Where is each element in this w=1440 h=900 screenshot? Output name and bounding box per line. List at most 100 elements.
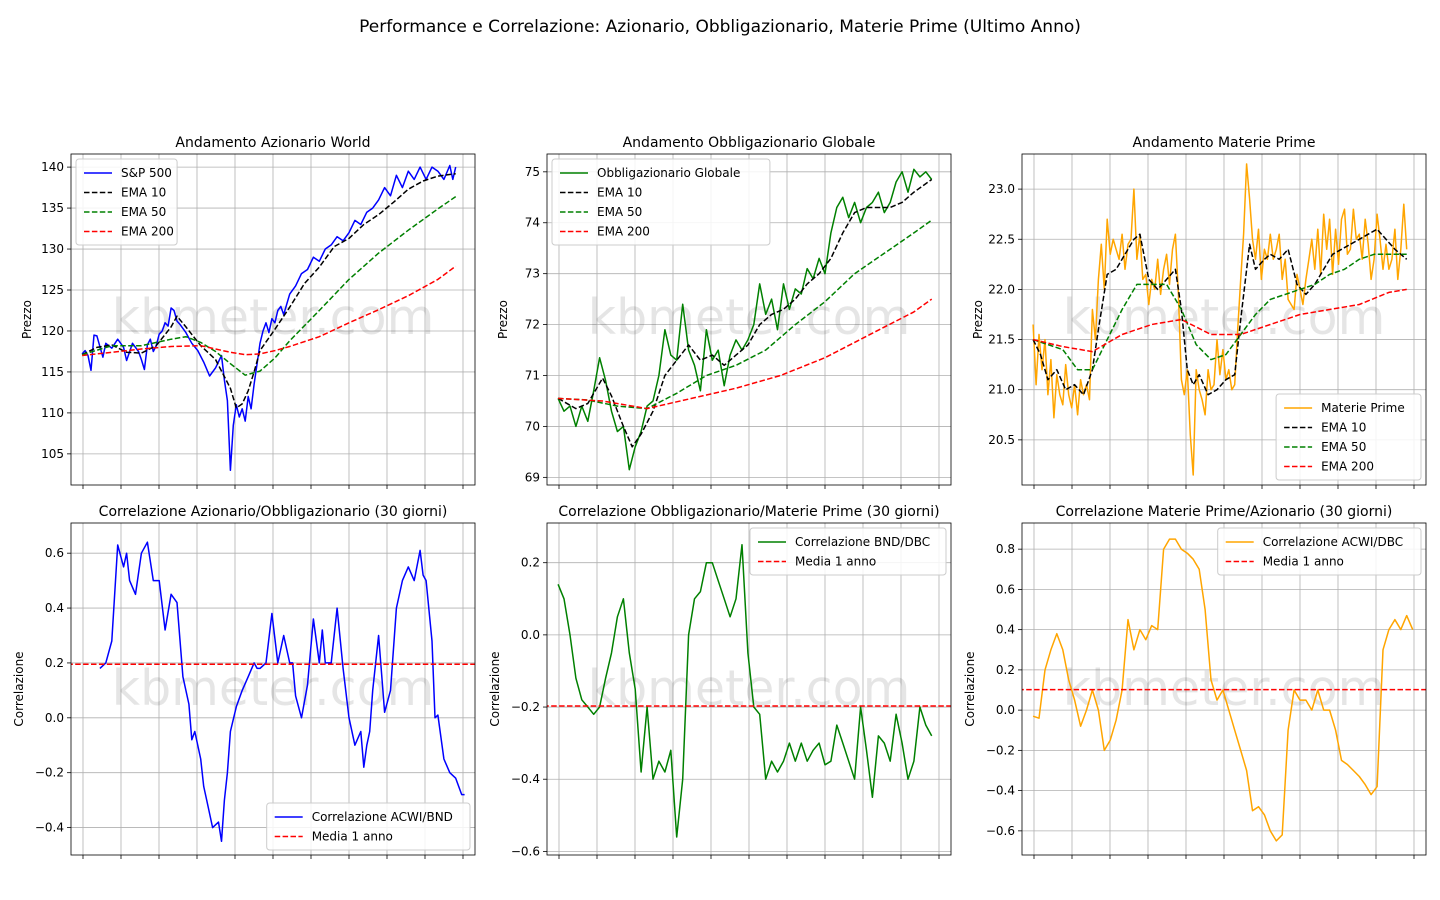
y-axis-label: Correlazione	[12, 651, 26, 726]
legend-box	[1217, 527, 1422, 576]
watermark-text: kbmeter.com	[112, 289, 435, 346]
y-tick-label: −0.2	[986, 743, 1015, 757]
watermark-text: kbmeter.com	[1063, 289, 1386, 346]
legend: Correlazione ACWI/BND Media 1 anno	[266, 802, 471, 851]
y-tick-label: 125	[41, 283, 64, 297]
series-line	[557, 178, 933, 448]
legend-box	[266, 802, 471, 851]
y-tick-label: 120	[41, 324, 64, 338]
y-tick-label: 135	[41, 201, 64, 215]
legend-label: EMA 200	[1321, 460, 1374, 474]
y-tick-label: 0.6	[996, 582, 1015, 596]
legend-label: EMA 10	[1321, 421, 1366, 435]
legend-label: EMA 50	[1321, 440, 1366, 454]
y-tick-label: 73	[525, 267, 540, 281]
legend-label: Obbligazionario Globale	[597, 166, 740, 180]
legend-box	[75, 158, 178, 246]
axes-frame	[70, 522, 476, 856]
y-tick-label: 20.5	[988, 433, 1015, 447]
y-tick-label: 140	[41, 160, 64, 174]
y-tick-label: 23.0	[988, 182, 1015, 196]
legend-label: Media 1 anno	[795, 555, 876, 569]
y-tick-label: 0.2	[45, 656, 64, 670]
axes-frame	[546, 153, 952, 486]
y-tick-label: 21.0	[988, 383, 1015, 397]
legend-label: EMA 200	[121, 225, 174, 239]
series-line	[1032, 228, 1408, 396]
axes-frame	[546, 522, 952, 856]
panels-container: 105 110 115 120 125 130 135 140 kbmeter.com Andam…	[12, 135, 1427, 859]
legend-label: EMA 10	[597, 186, 642, 200]
series-line	[558, 298, 933, 410]
series-line	[99, 541, 465, 843]
chart-panel-1: 105 110 115 120 125 130 135 140 kbmeter.com Andam…	[20, 135, 476, 489]
chart-panel-4: −0.4−0.20.00.20.40.6kbmeter.comCorrelazi…	[12, 504, 476, 859]
series-line	[1032, 253, 1407, 371]
panel-title: Correlazione Materie Prime/Azionario (30…	[1056, 504, 1393, 520]
y-tick-label: 105	[41, 447, 64, 461]
legend-label: EMA 10	[121, 186, 166, 200]
series-line	[82, 265, 457, 357]
y-axis-label: Correlazione	[488, 651, 502, 726]
legend-box	[1275, 393, 1422, 481]
y-tick-label: 0.8	[996, 542, 1015, 556]
series-line	[81, 172, 456, 409]
chart-panel-3: 20.5 21.0 21.5 22.0 22.5 23.0 kbmeter.com Andam…	[971, 135, 1427, 489]
legend-label: Media 1 anno	[1263, 555, 1344, 569]
y-tick-label: 0.6	[45, 546, 64, 560]
legend-label: EMA 200	[597, 225, 650, 239]
series-line	[1032, 538, 1414, 842]
y-axis-label: Prezzo	[971, 300, 985, 339]
y-tick-label: 0.4	[996, 623, 1015, 637]
panel-title: Correlazione Azionario/Obbligazionario (…	[99, 504, 448, 520]
y-tick-label: −0.2	[511, 700, 540, 714]
legend-label: Materie Prime	[1321, 401, 1405, 415]
y-tick-label: −0.4	[986, 784, 1015, 798]
series-line	[558, 219, 933, 410]
axes-frame	[1021, 522, 1427, 856]
y-tick-label: −0.4	[511, 772, 540, 786]
legend: S&P 500 EMA 10 EMA 50 EMA 200	[75, 158, 178, 246]
legend: Obbligazionario Globale EMA 10 EMA 50 EMA 2…	[551, 158, 771, 246]
legend-label: Media 1 anno	[312, 830, 393, 844]
series-line	[81, 195, 457, 376]
legend-label: Correlazione ACWI/DBC	[1263, 535, 1403, 549]
y-tick-label: 74	[525, 216, 540, 230]
y-tick-label: 22.0	[988, 282, 1015, 296]
y-tick-label: 21.5	[988, 333, 1015, 347]
y-tick-label: 110	[41, 406, 64, 420]
y-axis-label: Prezzo	[20, 300, 34, 339]
y-tick-label: −0.2	[35, 766, 64, 780]
y-tick-label: 0.2	[521, 556, 540, 570]
y-tick-label: 0.0	[45, 711, 64, 725]
y-tick-label: 22.5	[988, 232, 1015, 246]
chart-panel-6: −0.6 −0.4 −0.2 0.0 0.2 0.4 0.6 0.8 kbmeter.com Co…	[963, 504, 1427, 859]
legend-box	[551, 158, 771, 246]
y-tick-label: 72	[525, 318, 540, 332]
y-tick-label: 0.4	[45, 601, 64, 615]
legend: Materie Prime EMA 10 EMA 50 EMA 200	[1275, 393, 1422, 481]
series-line	[1032, 288, 1407, 353]
legend-label: EMA 50	[121, 205, 166, 219]
series-line	[557, 168, 933, 471]
y-tick-label: 69	[525, 470, 540, 484]
legend-box	[749, 527, 947, 576]
axes-frame	[70, 153, 476, 486]
y-axis-label: Prezzo	[496, 300, 510, 339]
watermark-text: kbmeter.com	[1063, 660, 1386, 717]
series-line	[81, 164, 457, 472]
y-tick-label: 75	[525, 165, 540, 179]
legend-label: S&P 500	[121, 166, 172, 180]
legend: Correlazione ACWI/DBC Media 1 anno	[1217, 527, 1422, 576]
y-axis-label: Correlazione	[963, 651, 977, 726]
chart-panel-5: −0.6−0.4−0.20.00.2kbmeter.comCorrelazion…	[488, 504, 952, 859]
y-tick-label: −0.4	[35, 821, 64, 835]
y-tick-label: 71	[525, 369, 540, 383]
legend: Correlazione BND/DBC Media 1 anno	[749, 527, 947, 576]
y-tick-label: 70	[525, 419, 540, 433]
panel-title: Andamento Azionario World	[175, 135, 370, 151]
panel-title: Andamento Obbligazionario Globale	[623, 135, 876, 151]
y-tick-label: 0.0	[521, 628, 540, 642]
